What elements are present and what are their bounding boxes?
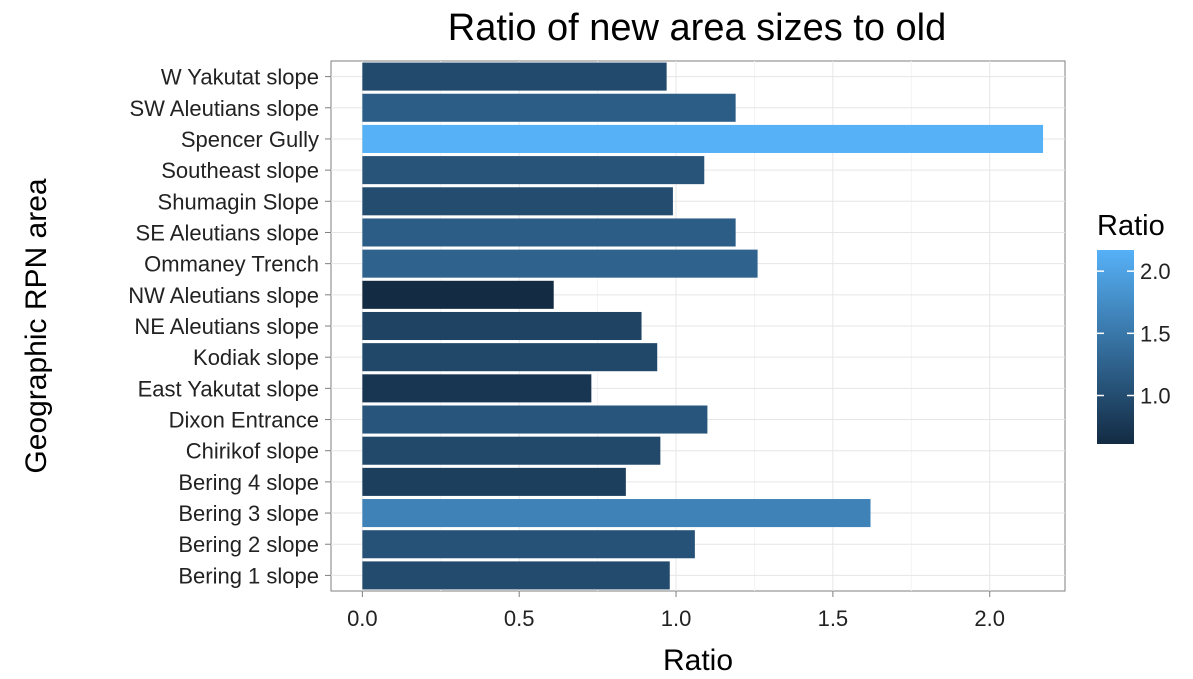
y-tick-label: Dixon Entrance [169, 408, 319, 433]
bar [362, 156, 705, 185]
legend-title: Ratio [1097, 210, 1165, 242]
bar [362, 218, 736, 247]
x-axis-title: Ratio [663, 644, 733, 677]
x-tick-labels: 0.0 0.5 1.0 1.5 2.0 [347, 591, 1005, 631]
y-tick-label: Kodiak slope [193, 345, 319, 370]
bar [362, 530, 695, 559]
bar [362, 561, 670, 590]
bar [362, 124, 1044, 153]
y-tick-label: Bering 4 slope [178, 470, 319, 495]
chart-title: Ratio of new area sizes to old [448, 7, 947, 49]
y-tick-label: Ommaney Trench [144, 252, 319, 277]
bar [362, 374, 592, 403]
y-tick-label: Bering 1 slope [178, 563, 319, 588]
y-axis-title: Geographic RPN area [20, 178, 53, 473]
bar [362, 343, 658, 372]
x-tick-label: 0.5 [504, 606, 535, 631]
x-tick-label: 1.0 [661, 606, 692, 631]
x-tick-label: 1.5 [818, 606, 849, 631]
bar [362, 62, 667, 91]
y-tick-label: Bering 2 slope [178, 532, 319, 557]
bar [362, 436, 661, 465]
x-tick-label: 2.0 [974, 606, 1005, 631]
colorbar-gradient [1097, 250, 1134, 444]
colorbar-tick-label: 1.0 [1140, 384, 1171, 409]
y-tick-label: Spencer Gully [181, 127, 319, 152]
bar [362, 249, 758, 278]
bar [362, 405, 708, 434]
y-tick-label: East Yakutat slope [138, 376, 319, 401]
bar [362, 280, 554, 309]
y-tick-label: Southeast slope [161, 158, 319, 183]
y-tick-label: SW Aleutians slope [129, 96, 319, 121]
bar [362, 311, 642, 341]
y-tick-label: Bering 3 slope [178, 501, 319, 526]
bar [362, 187, 673, 216]
colorbar-tick-label: 2.0 [1140, 259, 1171, 284]
bars [362, 62, 1044, 590]
bar [362, 467, 626, 496]
x-tick-label: 0.0 [347, 606, 378, 631]
bar [362, 93, 736, 122]
y-tick-labels: W Yakutat slope SW Aleutians slope Spencer… [128, 65, 331, 588]
y-tick-label: W Yakutat slope [161, 65, 319, 90]
colorbar-ticks: 1.0 1.5 2.0 [1097, 259, 1171, 409]
colorbar-tick-label: 1.5 [1140, 321, 1171, 346]
bar [362, 499, 871, 528]
y-tick-label: Chirikof slope [186, 439, 319, 464]
colorbar-legend: Ratio 1.0 1.5 2.0 [1097, 210, 1171, 444]
y-tick-label: SE Aleutians slope [136, 220, 319, 245]
y-tick-label: NW Aleutians slope [128, 283, 319, 308]
y-tick-label: Shumagin Slope [158, 189, 319, 214]
y-tick-label: NE Aleutians slope [134, 314, 319, 339]
